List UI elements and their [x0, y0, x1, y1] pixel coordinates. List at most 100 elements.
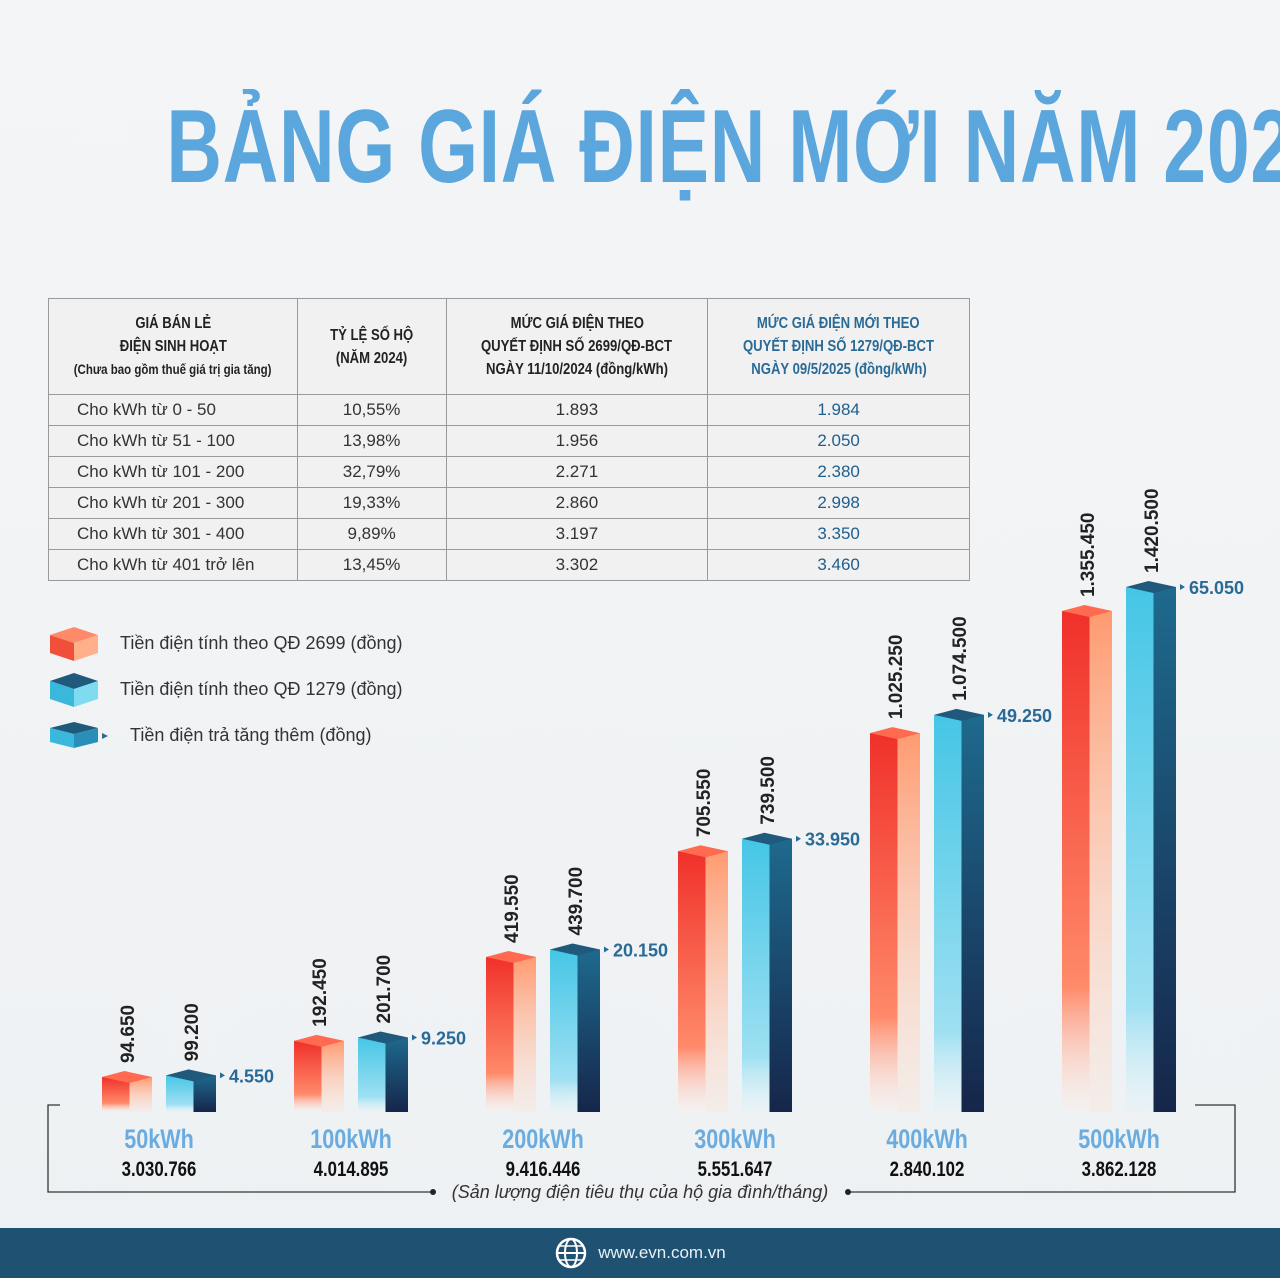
- household-count: 5.551.647: [698, 1158, 773, 1181]
- value-label: 705.550: [694, 769, 715, 838]
- bar-new-top: [1126, 581, 1176, 593]
- table-cell: Cho kWh từ 101 - 200: [48, 456, 298, 488]
- table-cell: 2.271: [445, 456, 709, 488]
- value-label: 739.500: [758, 756, 779, 825]
- bar-old-side: [897, 733, 920, 1112]
- diff-label: 20.150: [613, 940, 668, 960]
- header-line: NGÀY 11/10/2024 (đồng/kWh): [485, 361, 668, 378]
- value-label: 439.700: [566, 867, 587, 936]
- household-count: 2.840.102: [890, 1158, 965, 1181]
- bar-old: [870, 733, 898, 1112]
- table-cell: 3.197: [445, 518, 709, 550]
- bar-old-top: [1062, 605, 1112, 618]
- bar-new-side: [1153, 587, 1176, 1112]
- header-line: QUYẾT ĐỊNH SỐ 1279/QĐ-BCT: [743, 338, 935, 355]
- table-cell: 3.302: [445, 549, 709, 581]
- blue-arrow-cube-icon: [50, 722, 108, 748]
- table-cell: 19,33%: [296, 487, 447, 519]
- header-line: MỨC GIÁ ĐIỆN THEO: [510, 315, 644, 332]
- bar-old-top: [678, 845, 728, 858]
- website-link[interactable]: www.evn.com.vn: [598, 1243, 726, 1262]
- legend: Tiền điện tính theo QĐ 2699 (đồng) Tiền …: [48, 620, 403, 758]
- legend-label: Tiền điện tính theo QĐ 2699 (đồng): [120, 632, 403, 653]
- category-label: 500kWh: [1078, 1125, 1160, 1155]
- red-cube-icon: [50, 627, 98, 661]
- household-count: 4.014.895: [314, 1158, 389, 1181]
- bar-new: [358, 1037, 386, 1112]
- diff-label: 33.950: [805, 830, 860, 850]
- bar-old-side: [705, 851, 728, 1112]
- bar-new-side: [577, 949, 600, 1112]
- bar-old-top: [870, 727, 920, 740]
- table-cell: Cho kWh từ 0 - 50: [48, 394, 298, 426]
- table-cell: 13,45%: [296, 549, 447, 581]
- table-cell: 1.893: [445, 394, 709, 426]
- header-line: (Chưa bao gồm thuế giá trị gia tăng): [73, 361, 272, 377]
- category-label: 100kWh: [310, 1125, 392, 1155]
- bar-old-side: [513, 956, 536, 1112]
- table-cell: 2.050: [707, 425, 970, 457]
- diff-label: 49.250: [997, 706, 1052, 726]
- bar-new: [550, 949, 578, 1112]
- arrow-icon: [1180, 584, 1185, 590]
- bar-old-top: [102, 1071, 152, 1084]
- blue-cube-icon: [50, 673, 98, 707]
- bar-old-side: [129, 1077, 152, 1112]
- arrow-icon: [988, 711, 993, 718]
- header-line: ĐIỆN SINH HOẠT: [119, 338, 227, 355]
- value-label: 94.650: [118, 1005, 139, 1063]
- x-axis-label: (Sản lượng điện tiêu thụ của hộ gia đình…: [451, 1182, 829, 1202]
- table-cell: Cho kWh từ 401 trở lên: [48, 549, 298, 581]
- bar-old-side: [1089, 611, 1112, 1112]
- bar-new-top: [550, 943, 600, 956]
- legend-item-old: Tiền điện tính theo QĐ 2699 (đồng): [48, 620, 403, 666]
- header-line: MỨC GIÁ ĐIỆN MỚI THEO: [757, 315, 920, 332]
- bar-old-top: [294, 1034, 344, 1047]
- category-label: 300kWh: [694, 1125, 776, 1155]
- header-line: (NĂM 2024): [335, 349, 408, 367]
- bar-new-top: [358, 1031, 408, 1044]
- table-cell: Cho kWh từ 51 - 100: [48, 425, 298, 457]
- column-header: MỨC GIÁ ĐIỆN MỚI THEO QUYẾT ĐỊNH SỐ 1279/…: [707, 298, 970, 395]
- value-label: 419.550: [502, 874, 523, 943]
- diff-label: 9.250: [421, 1028, 466, 1048]
- bar-old: [294, 1040, 322, 1112]
- diff-label: 4.550: [229, 1066, 274, 1086]
- bar-new: [166, 1075, 194, 1112]
- bar-new-side: [961, 714, 984, 1112]
- globe-icon: [555, 1237, 587, 1269]
- column-header: GIÁ BÁN LẺ ĐIỆN SINH HOẠT (Chưa bao gồm th…: [48, 298, 298, 395]
- footer: www.evn.com.vn: [0, 1228, 1280, 1278]
- bar-new-side: [769, 838, 792, 1112]
- legend-item-diff: Tiền điện trả tăng thêm (đồng): [48, 712, 403, 758]
- bar-old: [486, 956, 514, 1112]
- legend-label: Tiền điện trả tăng thêm (đồng): [130, 724, 372, 745]
- header-line: QUYẾT ĐỊNH SỐ 2699/QĐ-BCT: [481, 338, 673, 355]
- bar-new: [934, 714, 962, 1112]
- category-label: 200kWh: [502, 1125, 584, 1155]
- table-cell: Cho kWh từ 201 - 300: [48, 487, 298, 519]
- table-cell: 3.460: [707, 549, 970, 581]
- bar-old-top: [486, 950, 536, 963]
- column-header: TỶ LỆ SỐ HỘ (NĂM 2024): [296, 298, 447, 395]
- bar-new: [742, 838, 770, 1112]
- table-cell: 10,55%: [296, 394, 447, 426]
- arrow-icon: [412, 1034, 417, 1041]
- table-cell: 3.350: [707, 518, 970, 550]
- axis-bracket: [47, 1104, 1236, 1193]
- arrow-icon: [604, 946, 609, 953]
- value-label: 1.025.250: [886, 635, 907, 720]
- value-label: 1.420.500: [1142, 488, 1163, 573]
- header-line: GIÁ BÁN LẺ: [134, 315, 211, 332]
- bar-new-top: [742, 832, 792, 845]
- household-count: 3.030.766: [122, 1158, 197, 1181]
- value-label: 1.074.500: [950, 616, 971, 701]
- bar-old-side: [321, 1040, 344, 1112]
- header-line: NGÀY 09/5/2025 (đồng/kWh): [750, 361, 927, 378]
- bar-old: [1062, 611, 1090, 1112]
- household-count: 9.416.446: [506, 1158, 581, 1181]
- value-label: 1.355.450: [1078, 513, 1099, 598]
- bar-old: [102, 1077, 130, 1112]
- bar-new-side: [193, 1075, 216, 1112]
- diff-label: 65.050: [1189, 578, 1244, 598]
